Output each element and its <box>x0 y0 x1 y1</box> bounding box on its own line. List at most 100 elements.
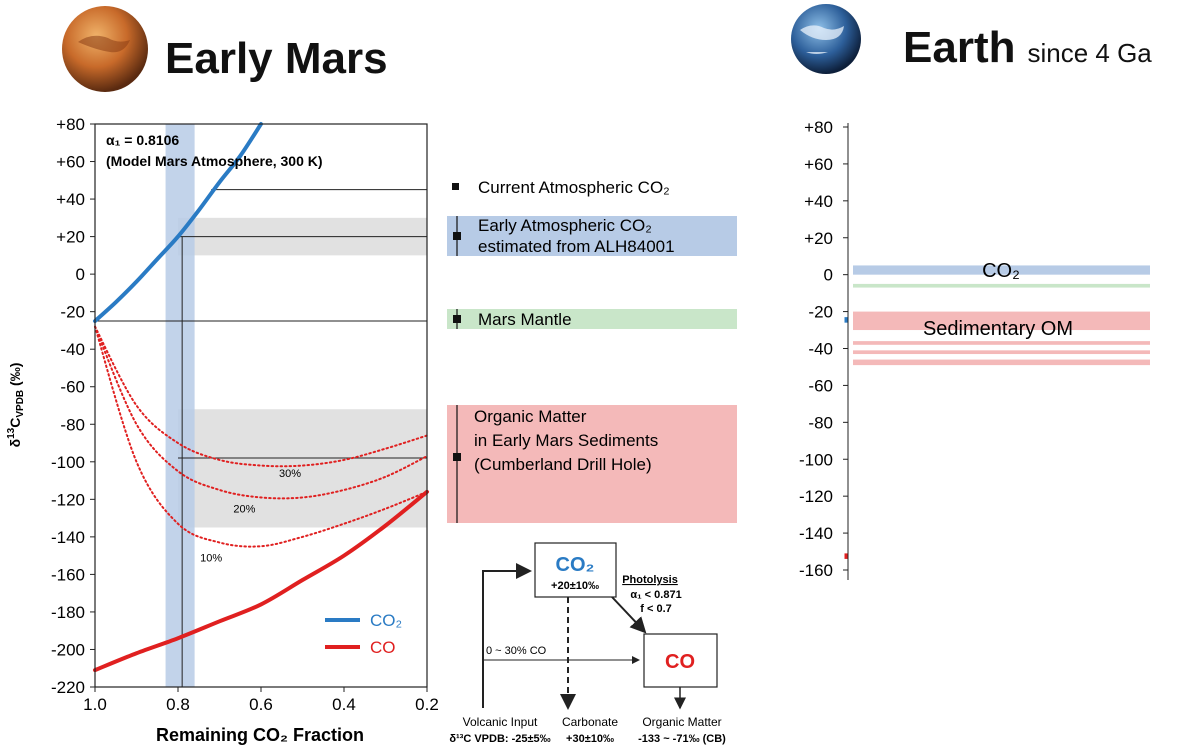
earth-y-tick-label-10: -120 <box>799 487 833 506</box>
process-diagram: CO₂ +20±10‰ CO Photolysis α₁ < 0.871 f <… <box>449 542 726 745</box>
curve-label-1: 20% <box>233 503 255 515</box>
series-line-0 <box>93 122 263 324</box>
y-axis-label: δ13CVPDB (‰) <box>6 363 26 448</box>
y-tick-label-12: -160 <box>51 565 85 584</box>
series-line-4 <box>94 325 428 548</box>
reference-boxes: Current Atmospheric CO₂ Early Atmospheri… <box>447 178 737 523</box>
mars-header: Early Mars <box>62 6 388 92</box>
model-label-line2: (Model Mars Atmosphere, 300 K) <box>106 153 323 169</box>
photolysis-line1: α₁ < 0.871 <box>630 589 681 601</box>
early-co2-box: Early Atmospheric CO₂ estimated from ALH… <box>447 216 737 256</box>
legend-co-label: CO <box>370 638 396 657</box>
earth-cloud-detail-icon <box>800 25 844 54</box>
early-co2-label-line1: Early Atmospheric CO₂ <box>478 216 652 235</box>
earth-band-3 <box>853 341 1150 345</box>
earth-y-tick-label-3: +20 <box>804 229 833 248</box>
earth-band-2 <box>853 311 1150 331</box>
y-tick-label-15: -220 <box>51 678 85 697</box>
y-tick-label-7: -60 <box>60 378 85 397</box>
y-tick-label-10: -120 <box>51 490 85 509</box>
organic-matter-marker <box>453 453 461 461</box>
organic-matter-label-line1: Organic Matter <box>474 407 587 426</box>
earth-om-band-label: Sedimentary OM <box>923 318 1073 340</box>
blue-band-2 <box>165 124 195 687</box>
carbonate-value: +30±10‰ <box>566 733 614 745</box>
current-co2-marker <box>452 183 459 190</box>
earth-title: Earth since 4 Ga <box>903 23 1152 72</box>
organic-matter-label-line2: in Early Mars Sediments <box>474 431 658 450</box>
organic-matter-label: Organic Matter <box>642 715 721 729</box>
legend: CO₂ CO <box>325 611 402 657</box>
earth-co2-band-label: CO₂ <box>982 260 1020 282</box>
earth-y-tick-label-9: -100 <box>799 450 833 469</box>
carbonate-label: Carbonate <box>562 715 618 729</box>
y-tick-label-2: +40 <box>56 190 85 209</box>
legend-co2-label: CO₂ <box>370 611 402 630</box>
y-tick-label-8: -80 <box>60 415 85 434</box>
series-line-3 <box>94 325 428 500</box>
earth-y-tick-label-6: -40 <box>808 340 833 359</box>
x-tick-label-4: 0.2 <box>415 695 439 714</box>
y-tick-label-9: -100 <box>51 453 85 472</box>
organic-matter-label-line3: (Cumberland Drill Hole) <box>474 455 652 474</box>
earth-y-tick-label-4: 0 <box>824 266 833 285</box>
earth-isotope-chart: +80 +60 +40 +20 0 -20 -40 -60 -80 -100 -120 -140 -16… <box>799 118 1150 580</box>
organic-matter-box: Organic Matter in Early Mars Sediments (… <box>447 405 737 523</box>
volcanic-input-label: Volcanic Input <box>463 715 538 729</box>
co2-node-label: CO₂ <box>556 554 595 576</box>
early-co2-band <box>447 216 737 256</box>
y-tick-label-4: 0 <box>76 265 85 284</box>
y-tick-label-6: -40 <box>60 340 85 359</box>
curve-label-0: 30% <box>279 468 301 480</box>
early-co2-label-line2: estimated from ALH84001 <box>478 237 675 256</box>
photolysis-title: Photolysis <box>622 574 678 586</box>
organic-matter-value: -133 ~ -71‰ (CB) <box>638 733 726 745</box>
y-tick-label-0: +80 <box>56 115 85 134</box>
current-co2-label: Current Atmospheric CO₂ <box>478 178 670 197</box>
earth-y-tick-label-12: -160 <box>799 561 833 580</box>
mars-isotope-chart: 30% 20% 10% +80 +60 +40 +20 0 -20 -40 -60 -80 -100 -… <box>6 115 439 745</box>
photolysis-arrow <box>611 596 647 634</box>
x-tick-label-2: 0.6 <box>249 695 273 714</box>
y-tick-label-11: -140 <box>51 528 85 547</box>
mantle-marker <box>453 315 461 323</box>
earth-y-tick-label-5: -20 <box>808 303 833 322</box>
y-tick-label-14: -200 <box>51 640 85 659</box>
mars-surface-detail-icon <box>78 35 130 53</box>
earth-y-tick-label-1: +60 <box>804 155 833 174</box>
series-line-1 <box>93 489 429 673</box>
earth-y-tick-label-11: -140 <box>799 524 833 543</box>
earth-y-tick-label-2: +40 <box>804 192 833 211</box>
y-tick-label-1: +60 <box>56 153 85 172</box>
mantle-box: Mars Mantle <box>447 309 737 329</box>
earth-y-tick-label-8: -80 <box>808 413 833 432</box>
co2-node-value: +20±10‰ <box>551 580 599 592</box>
x-axis-label: Remaining CO₂ Fraction <box>156 725 364 745</box>
volcanic-input-value: δ¹³C VPDB: -25±5‰ <box>449 733 550 745</box>
co-node <box>643 633 718 688</box>
y-tick-label-5: -20 <box>60 303 85 322</box>
photolysis-line2: f < 0.7 <box>640 603 672 615</box>
organic-matter-band <box>447 405 737 523</box>
y-tick-label-13: -180 <box>51 603 85 622</box>
series-line-2 <box>94 325 428 468</box>
earth-header: Earth since 4 Ga <box>791 4 1152 74</box>
mantle-label: Mars Mantle <box>478 310 572 329</box>
earth-band-4 <box>853 350 1150 355</box>
co-node-label: CO <box>665 651 695 673</box>
co2-node <box>534 542 617 598</box>
earth-band-5 <box>853 359 1150 366</box>
gray-band-1 <box>178 409 427 528</box>
earth-y-tick-label-0: +80 <box>804 118 833 137</box>
volcanic-to-co2-arrow <box>482 563 532 708</box>
mantle-band <box>447 309 737 329</box>
mars-title: Early Mars <box>165 34 388 83</box>
earth-band-1 <box>853 283 1150 288</box>
x-tick-label-3: 0.4 <box>332 695 356 714</box>
x-tick-label-0: 1.0 <box>83 695 107 714</box>
x-tick-label-1: 0.8 <box>166 695 190 714</box>
early-co2-marker <box>453 232 461 240</box>
curve-label-2: 10% <box>200 552 222 564</box>
co-fraction-label: 0 ~ 30% CO <box>486 645 547 657</box>
